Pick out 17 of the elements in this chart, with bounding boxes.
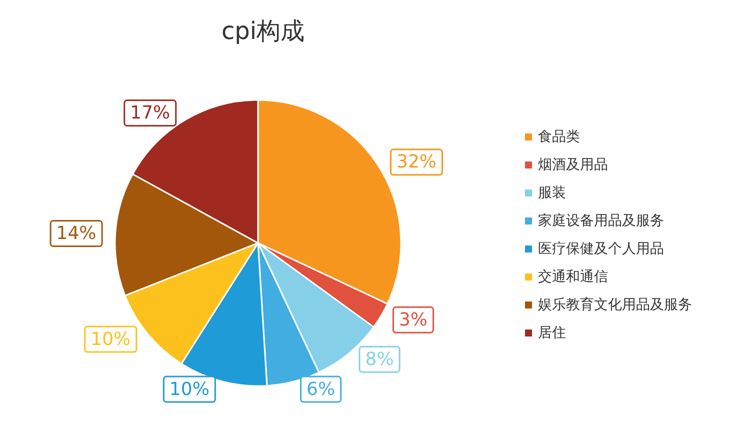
- data-label: 10%: [90, 328, 131, 350]
- data-label: 8%: [365, 348, 394, 370]
- legend-label: 交通和通信: [538, 269, 608, 285]
- legend-label: 烟酒及用品: [538, 157, 608, 173]
- data-label: 10%: [169, 378, 210, 400]
- legend-label: 娱乐教育文化用品及服务: [538, 296, 692, 313]
- data-label: 14%: [56, 223, 96, 244]
- legend-label: 医疗保健及个人用品: [538, 241, 664, 257]
- data-label: 17%: [130, 102, 170, 124]
- data-label: 32%: [396, 152, 437, 173]
- legend-label: 居住: [538, 325, 566, 341]
- data-label: 3%: [398, 309, 428, 330]
- legend-label: 食品类: [538, 129, 580, 145]
- chart-title: cpi构成: [221, 17, 305, 45]
- legend-label: 家庭设备用品及服务: [538, 213, 664, 229]
- data-label: 6%: [306, 378, 336, 400]
- legend-label: 服装: [538, 185, 566, 201]
